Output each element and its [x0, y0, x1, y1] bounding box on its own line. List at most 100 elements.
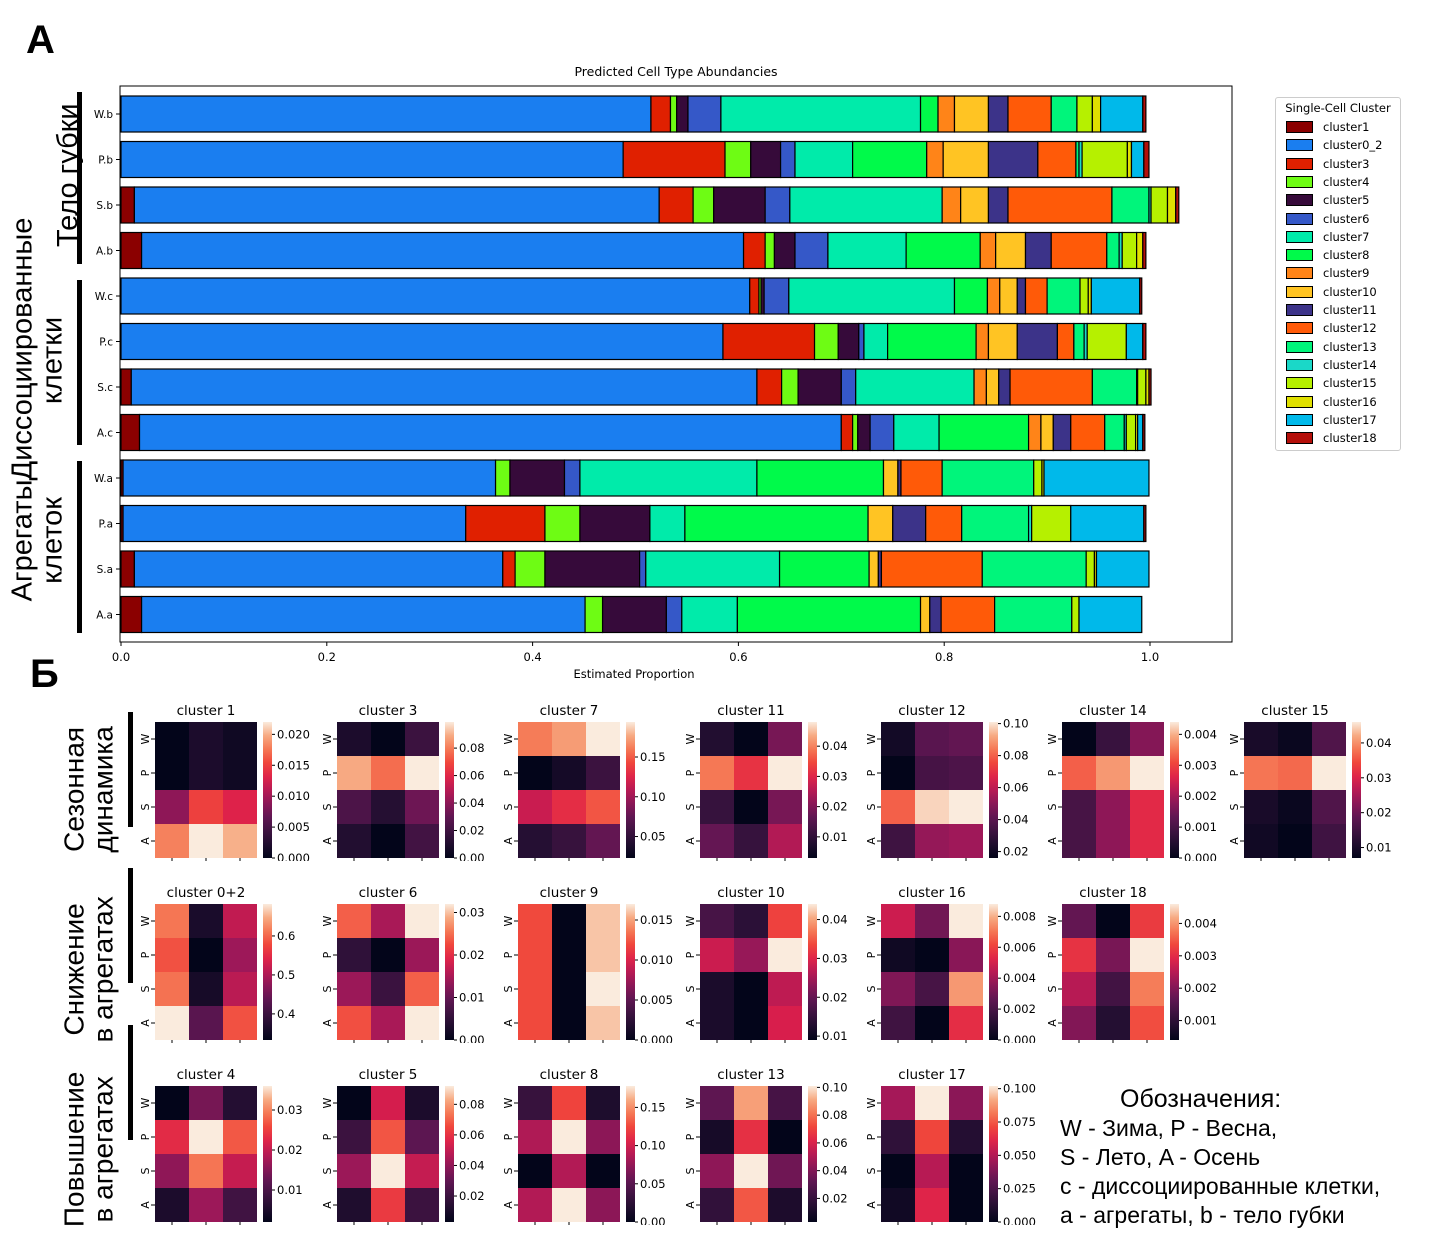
y-tick-label: S: [684, 803, 697, 810]
bar-segment-cluster18: [1139, 277, 1143, 315]
bar-segment-cluster8: [919, 95, 939, 133]
y-tick-label: P.a: [99, 519, 113, 531]
bar-segment-cluster4: [584, 595, 604, 634]
colorbar: [263, 904, 272, 1040]
heatmap-cell: [949, 756, 983, 790]
colorbar-tick-label: 0.004: [1184, 916, 1217, 930]
heatmap-cluster-6: cluster 6WPSAcab0.000.010.020.03: [321, 885, 485, 1043]
bar-segment-cluster9: [937, 95, 956, 133]
y-tick-label: A: [684, 837, 697, 845]
bar-segment-cluster0_2: [120, 322, 724, 361]
y-tick-label: S: [321, 803, 334, 810]
legend-item-cluster0_2: cluster0_2: [1286, 138, 1383, 152]
bar-segment-cluster8: [778, 550, 870, 588]
legend-swatch: [1286, 322, 1313, 335]
heatmap-cell: [518, 756, 552, 790]
bar-segment-cluster13: [1046, 277, 1081, 315]
colorbar: [1170, 722, 1179, 858]
y-tick-label: A: [321, 1019, 334, 1027]
bar-segment-cluster1: [120, 595, 143, 634]
heatmap-cell: [189, 1086, 223, 1120]
bar-segment-cluster6: [764, 186, 791, 224]
legend-item-cluster1: cluster1: [1286, 120, 1369, 134]
heatmap-cell: [734, 722, 768, 756]
heatmap-cell: [700, 972, 734, 1006]
colorbar-tick-label: 0.04: [822, 739, 848, 753]
heatmap-cell: [700, 1086, 734, 1120]
y-tick-label: S: [865, 803, 878, 810]
bar-segment-cluster6: [794, 231, 829, 270]
y-tick-label: A: [139, 1201, 152, 1209]
bar-row-A.c: [120, 413, 1146, 452]
y-tick-label: A: [865, 1201, 878, 1209]
colorbar-tick-label: 0.02: [1003, 845, 1029, 859]
colorbar-tick-label: 0.08: [822, 1108, 848, 1122]
heatmap-cell: [768, 1086, 802, 1120]
group-bar-increase: [128, 1025, 133, 1140]
colorbar: [626, 1086, 635, 1222]
y-tick-label: A: [1046, 1019, 1059, 1027]
heatmap-cell: [768, 790, 802, 824]
bar-segment-cluster8: [887, 322, 977, 361]
colorbar-tick-label: 0.00: [640, 1215, 666, 1225]
group-label-seasonal-line1: Сезонная: [58, 726, 90, 852]
colorbar-tick-label: 0.05: [640, 1177, 666, 1191]
heatmap-cell: [223, 1154, 257, 1188]
colorbar-tick-label: 0.002: [1184, 981, 1217, 995]
y-tick-label: S: [502, 1167, 515, 1174]
legend-label: cluster15: [1323, 376, 1377, 391]
bar-segment-cluster3: [840, 413, 854, 452]
bar-segment-cluster16: [1136, 231, 1144, 270]
heatmap-cell: [949, 1006, 983, 1040]
legend-item-cluster8: cluster8: [1286, 248, 1369, 262]
heatmap-cell: [915, 1188, 949, 1222]
y-tick-label: S: [139, 1167, 152, 1174]
heatmap-cell: [155, 722, 189, 756]
y-tick-label: A.a: [96, 610, 113, 622]
bar-row-W.a: [120, 459, 1150, 497]
heatmap-cell: [768, 904, 802, 938]
heatmap-cluster-14: cluster 14WPSAcab0.0000.0010.0020.0030.0…: [1046, 703, 1217, 861]
heatmap-cell: [337, 1086, 371, 1120]
heatmap-cell: [518, 790, 552, 824]
heatmap-cell: [949, 824, 983, 858]
colorbar-tick-label: 0.02: [277, 1143, 303, 1157]
bar-segment-cluster7: [681, 595, 738, 634]
bar-segment-cluster11: [1016, 277, 1027, 315]
bar-segment-cluster8: [938, 413, 1030, 452]
heatmap-cell: [1062, 972, 1096, 1006]
bar-segment-cluster16: [1091, 95, 1102, 133]
bar-segment-cluster4: [544, 504, 581, 543]
y-tick-label: W: [684, 915, 697, 926]
bar-segment-cluster8: [905, 231, 981, 270]
colorbar: [989, 1086, 998, 1222]
colorbar-tick-label: 0.08: [459, 1097, 485, 1111]
colorbar: [263, 1086, 272, 1222]
colorbar-tick-label: 0.005: [277, 820, 310, 834]
legend-title: Single-Cell Cluster: [1285, 101, 1391, 115]
heatmap-cell: [405, 1120, 439, 1154]
heatmap-cell: [189, 722, 223, 756]
heatmap-cell: [1312, 790, 1346, 824]
bar-segment-cluster11: [998, 368, 1011, 406]
legend-item-cluster6: cluster6: [1286, 212, 1369, 226]
notation-title: Обозначения:: [1120, 1085, 1282, 1113]
heatmap-cell: [371, 722, 405, 756]
heatmap-cell: [371, 904, 405, 938]
colorbar-tick-label: 0.100: [1003, 1082, 1036, 1096]
y-tick-label: A: [502, 1019, 515, 1027]
heatmap-cell: [155, 1006, 189, 1040]
colorbar-tick-label: 0.00: [459, 1033, 485, 1043]
heatmap-cell: [1312, 756, 1346, 790]
bar-segment-cluster5: [509, 459, 566, 497]
bar-segment-cluster10: [953, 95, 990, 133]
legend-item-cluster5: cluster5: [1286, 193, 1369, 207]
heatmap-cell: [223, 1120, 257, 1154]
colorbar-tick-label: 0.06: [459, 1128, 485, 1142]
heatmap-cell: [768, 972, 802, 1006]
colorbar-tick-label: 0.01: [822, 1029, 848, 1043]
notation-line: a - агрегаты, b - тело губки: [1060, 1202, 1345, 1228]
legend-label: cluster4: [1323, 174, 1370, 189]
